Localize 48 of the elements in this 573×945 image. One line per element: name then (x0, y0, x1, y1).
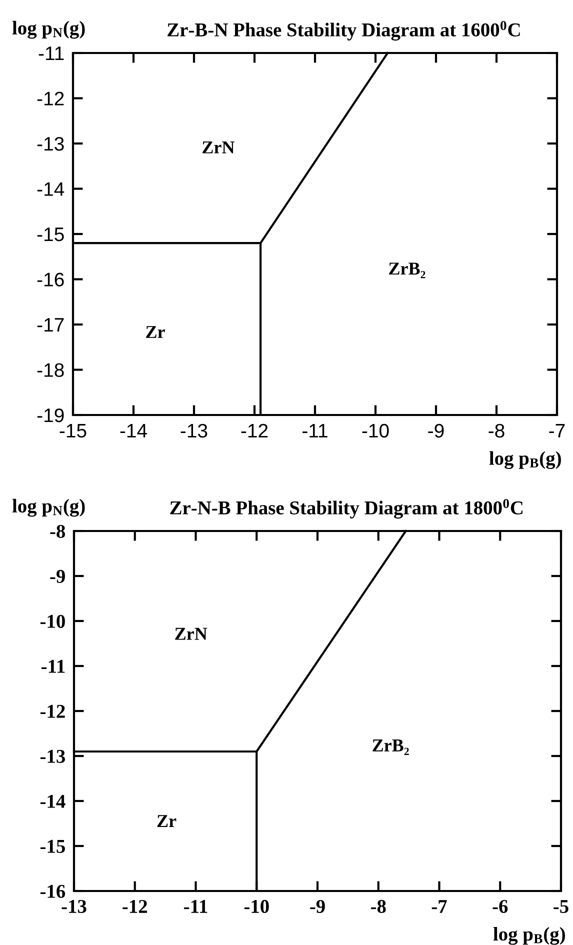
x-tick-label: -12 (122, 900, 147, 913)
y-tick-label: -16 (40, 884, 66, 898)
annotation: Zr (146, 326, 165, 338)
x-tick-label: -13 (180, 424, 208, 438)
y-tick-label: -13 (40, 750, 65, 763)
annotation: ZrN (202, 141, 235, 154)
y-tick-label: -13 (37, 136, 64, 151)
x-tick-label: -8 (488, 424, 504, 438)
y-tick-label: -14 (37, 182, 64, 196)
y-tick-label: -12 (37, 92, 64, 106)
y-tick-label: -16 (37, 272, 64, 286)
x-tick-label: -13 (62, 900, 86, 914)
y-tick-label: -9 (50, 570, 65, 583)
y-tick-label: -8 (50, 524, 66, 538)
y-tick-label: -15 (37, 228, 64, 242)
y-tick-label: -11 (42, 660, 65, 673)
x-tick-label: -14 (120, 424, 147, 438)
annotation: ZrB₂ (389, 262, 426, 278)
x-tick-label: -9 (310, 900, 325, 914)
x-tick-label: -10 (244, 900, 269, 914)
y-tick-label: -15 (40, 840, 65, 853)
x-tick-label: -12 (241, 424, 268, 438)
x-axis-title: log p$_{B}$(g) (489, 451, 561, 469)
x-tick-label: -7 (549, 424, 565, 438)
x-tick-label: -6 (492, 900, 508, 914)
x-tick-label: -9 (428, 424, 444, 438)
y-tick-label: -11 (38, 46, 64, 60)
x-tick-label: -11 (184, 900, 208, 913)
chart-title: Zr-B-N Phase Stability Diagram at 1600$^{0}$C (168, 20, 520, 41)
y-tick-label: -12 (40, 704, 65, 718)
x-tick-label: -5 (554, 900, 568, 914)
x-tick-label: -7 (432, 900, 447, 913)
y-axis-title: log p$_{N}$(g) (12, 20, 85, 39)
y-axis-title: log p$_{N}$(g) (12, 498, 85, 517)
x-tick-label: -11 (302, 424, 328, 438)
x-tick-label: -15 (60, 424, 86, 438)
chart-title: Zr-N-B Phase Stability Diagram at 1800$^{0}$C (170, 498, 522, 519)
x-tick-label: -8 (370, 900, 386, 914)
x-tick-label: -10 (362, 424, 389, 438)
annotation: ZrN (175, 628, 208, 640)
annotation: Zr (157, 815, 176, 827)
y-tick-label: -17 (37, 318, 64, 332)
y-tick-label: -14 (40, 794, 66, 808)
annotation: ZrB₂ (372, 740, 409, 755)
x-axis-title: log p$_{B}$(g) (493, 927, 565, 945)
y-tick-label: -19 (37, 408, 64, 422)
y-tick-label: -18 (37, 363, 64, 377)
y-tick-label: -10 (40, 614, 65, 628)
